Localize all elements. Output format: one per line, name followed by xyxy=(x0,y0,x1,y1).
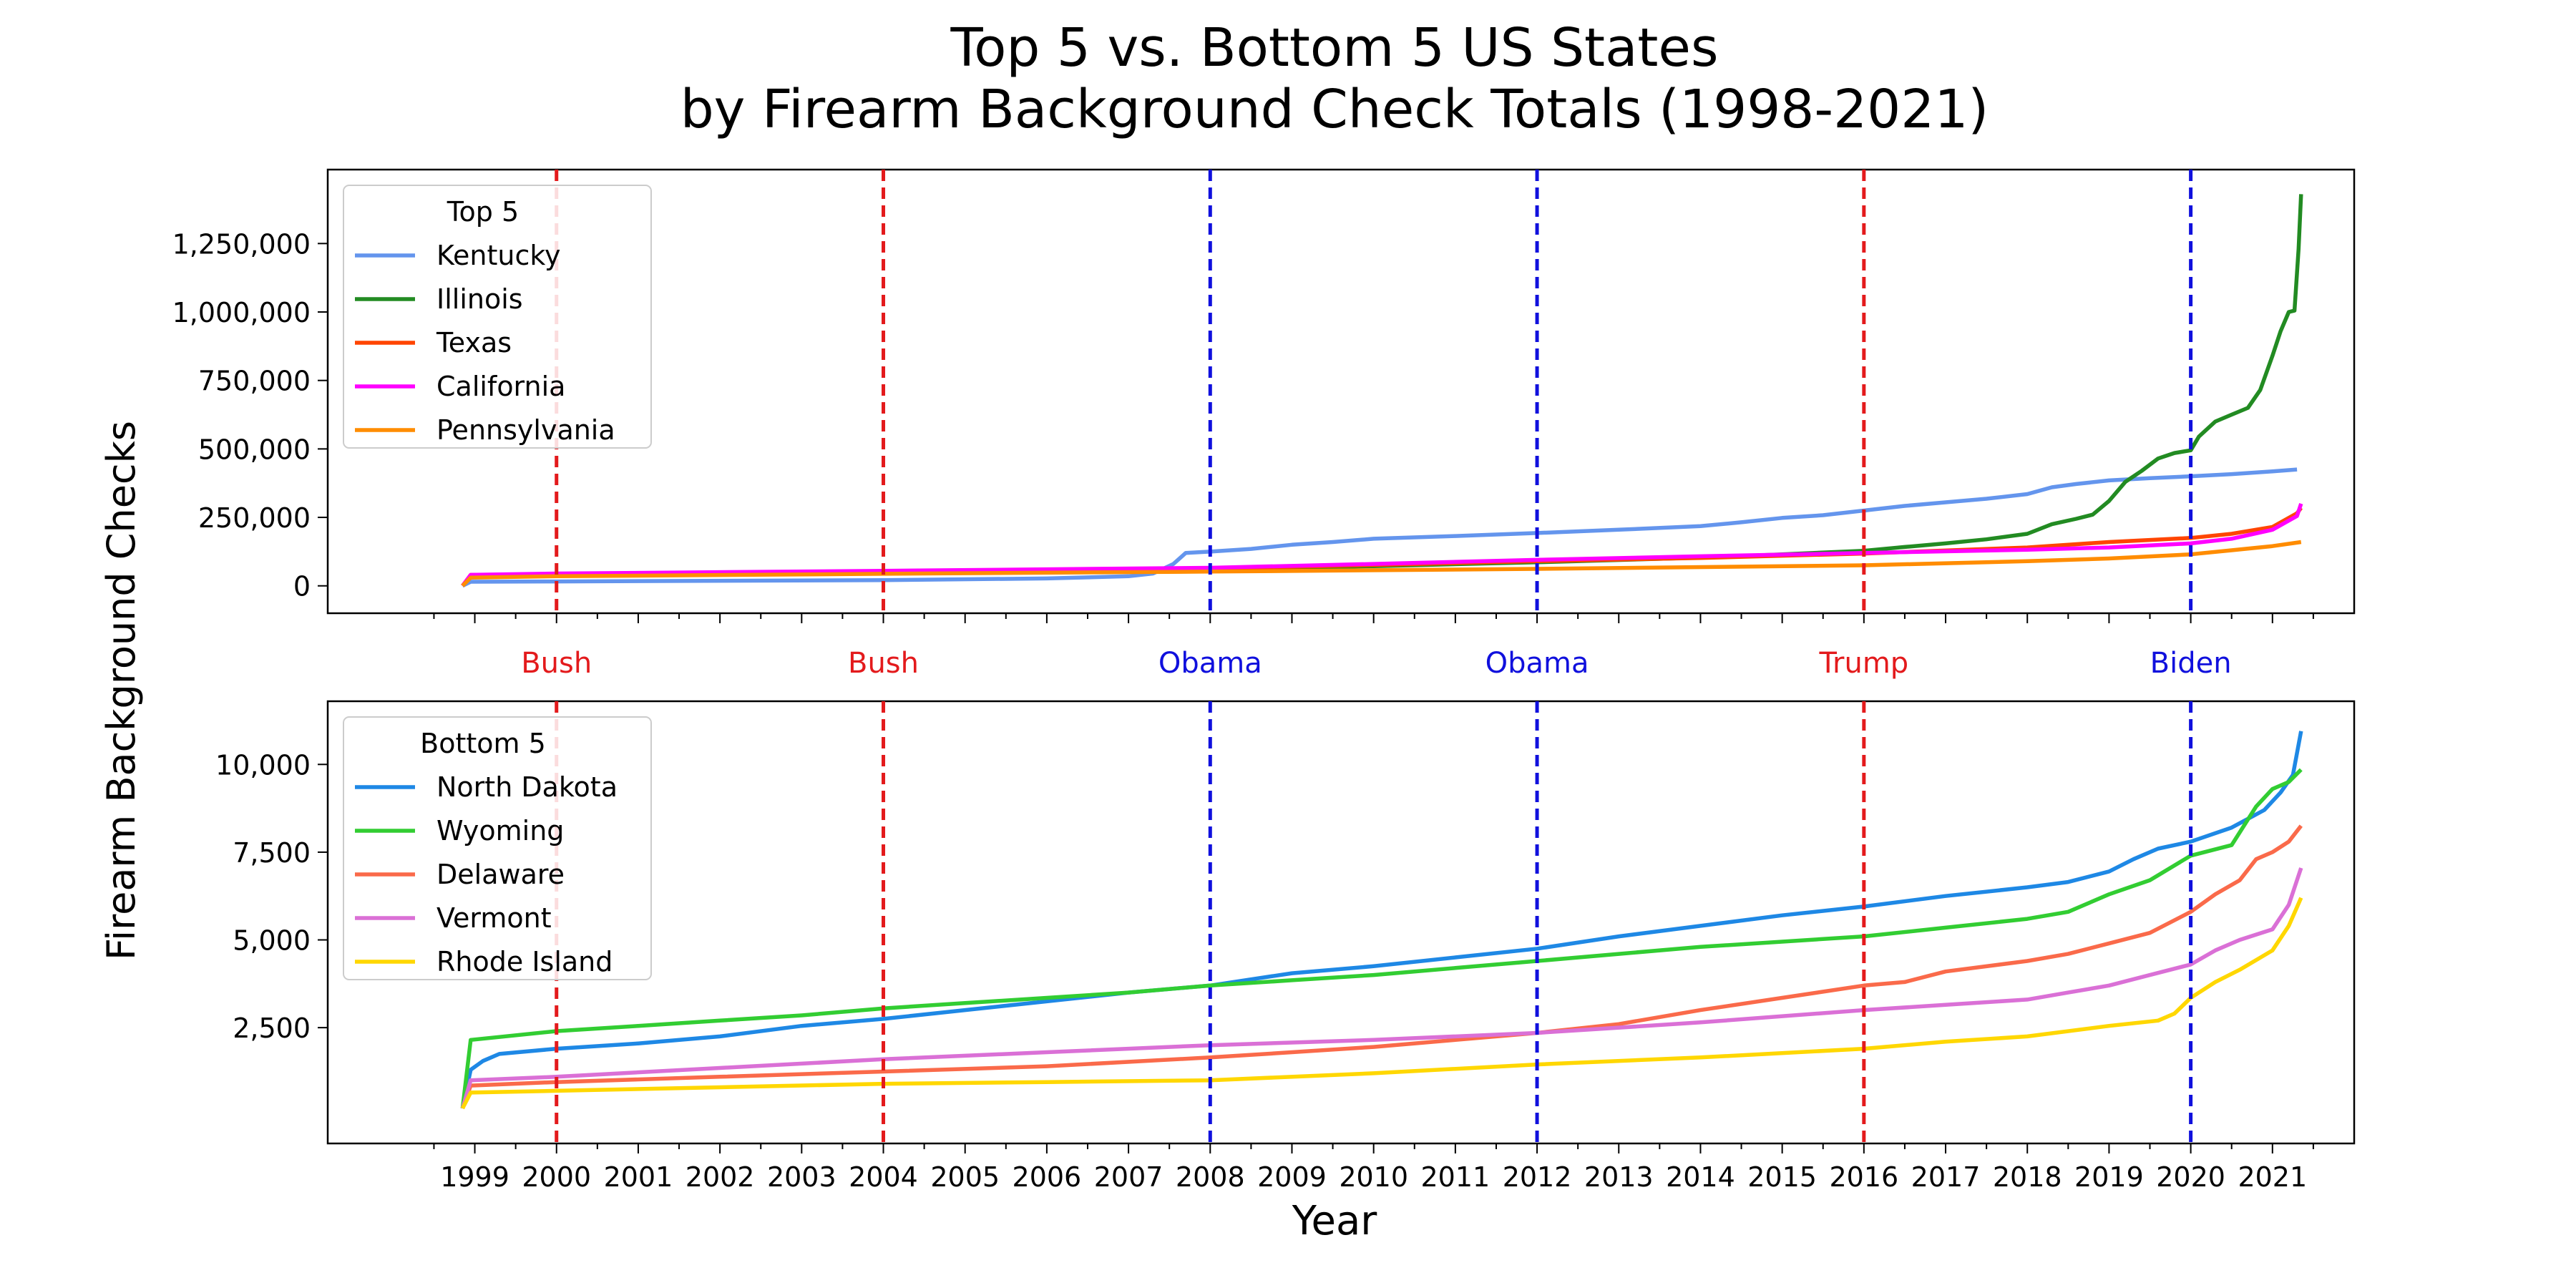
legend-box xyxy=(343,716,652,980)
x-tick-label: 2013 xyxy=(1584,1161,1654,1193)
legend-entry: Vermont xyxy=(436,902,552,934)
x-tick-label: 2009 xyxy=(1257,1161,1327,1193)
series-line-vermont xyxy=(460,867,2303,1109)
y-tick-label: 1,000,000 xyxy=(172,297,311,328)
plot-area xyxy=(326,168,2356,615)
y-tick-label: 10,000 xyxy=(215,749,311,781)
election-label: Trump xyxy=(1818,647,1908,680)
x-tick-label: 2017 xyxy=(1911,1161,1981,1193)
x-tick-label: 2019 xyxy=(2074,1161,2144,1193)
x-tick-label: 2020 xyxy=(2156,1161,2225,1193)
x-tick-label: 2007 xyxy=(1094,1161,1163,1193)
x-tick-label: 2006 xyxy=(1013,1161,1082,1193)
y-tick-label: 2,500 xyxy=(233,1013,311,1044)
legend-title: Top 5 xyxy=(447,196,519,228)
x-tick-label: 2010 xyxy=(1339,1161,1408,1193)
y-axis-label: Firearm Background Checks xyxy=(99,421,144,960)
election-label: Bush xyxy=(521,647,592,680)
legend-entry: Illinois xyxy=(436,283,523,315)
x-tick-label: 2003 xyxy=(767,1161,836,1193)
x-tick-label: 2015 xyxy=(1747,1161,1817,1193)
x-tick-label: 2014 xyxy=(1666,1161,1735,1193)
election-label: Obama xyxy=(1158,647,1262,680)
y-tick-label: 1,250,000 xyxy=(172,228,311,260)
series-line-north-dakota xyxy=(460,731,2303,1109)
x-tick-label: 2004 xyxy=(849,1161,918,1193)
legend-entry: California xyxy=(436,371,565,402)
x-tick-label: 2008 xyxy=(1176,1161,1245,1193)
series-line-california xyxy=(461,503,2303,587)
y-tick-label: 5,000 xyxy=(233,925,311,957)
election-label: Bush xyxy=(848,647,919,680)
election-label: Obama xyxy=(1485,647,1589,680)
x-tick-label: 1999 xyxy=(440,1161,509,1193)
x-tick-label: 2002 xyxy=(686,1161,755,1193)
legend-box xyxy=(343,185,652,449)
bottom-5-panel: 1999 2000 2001 2002 2003 2004 2005 2006 2007 2008… xyxy=(215,700,2356,1193)
legend-entry: Pennsylvania xyxy=(436,414,615,446)
top-5-panel: 0 250,000 500,000 750,000 1,000,000 1,250,000… xyxy=(172,168,2356,680)
legend-entry: Rhode Island xyxy=(436,946,613,977)
legend-entry: Wyoming xyxy=(436,815,564,847)
x-tick-label: 2018 xyxy=(1993,1161,2062,1193)
x-tick-label: 2012 xyxy=(1503,1161,1572,1193)
legend-entry: North Dakota xyxy=(436,771,618,803)
x-tick-label: 2016 xyxy=(1829,1161,1898,1193)
x-tick-label: 2011 xyxy=(1421,1161,1491,1193)
chart-title-line2: by Firearm Background Check Totals (1998… xyxy=(680,79,1989,140)
election-label: Biden xyxy=(2150,647,2232,680)
legend-entry: Delaware xyxy=(436,859,565,890)
x-tick-label: 2021 xyxy=(2238,1161,2307,1193)
series-line-kentucky xyxy=(462,467,2298,588)
chart-title-line1: Top 5 vs. Bottom 5 US States xyxy=(950,17,1718,79)
series-line-wyoming xyxy=(460,768,2303,1109)
legend-entry: Kentucky xyxy=(436,240,561,271)
x-tick-label: 2005 xyxy=(930,1161,1000,1193)
y-tick-label: 500,000 xyxy=(198,434,311,465)
y-tick-label: 750,000 xyxy=(198,366,311,397)
y-tick-label: 250,000 xyxy=(198,502,311,534)
series-line-delaware xyxy=(460,824,2303,1109)
y-tick-label: 7,500 xyxy=(233,837,311,869)
y-tick-label: 0 xyxy=(293,571,311,602)
x-axis-label: Year xyxy=(1292,1198,1378,1244)
x-tick-label: 2000 xyxy=(522,1161,591,1193)
series-line-rhode-island xyxy=(460,897,2303,1110)
legend-title: Bottom 5 xyxy=(420,728,546,759)
x-tick-label: 2001 xyxy=(604,1161,673,1193)
legend-entry: Texas xyxy=(436,327,512,358)
